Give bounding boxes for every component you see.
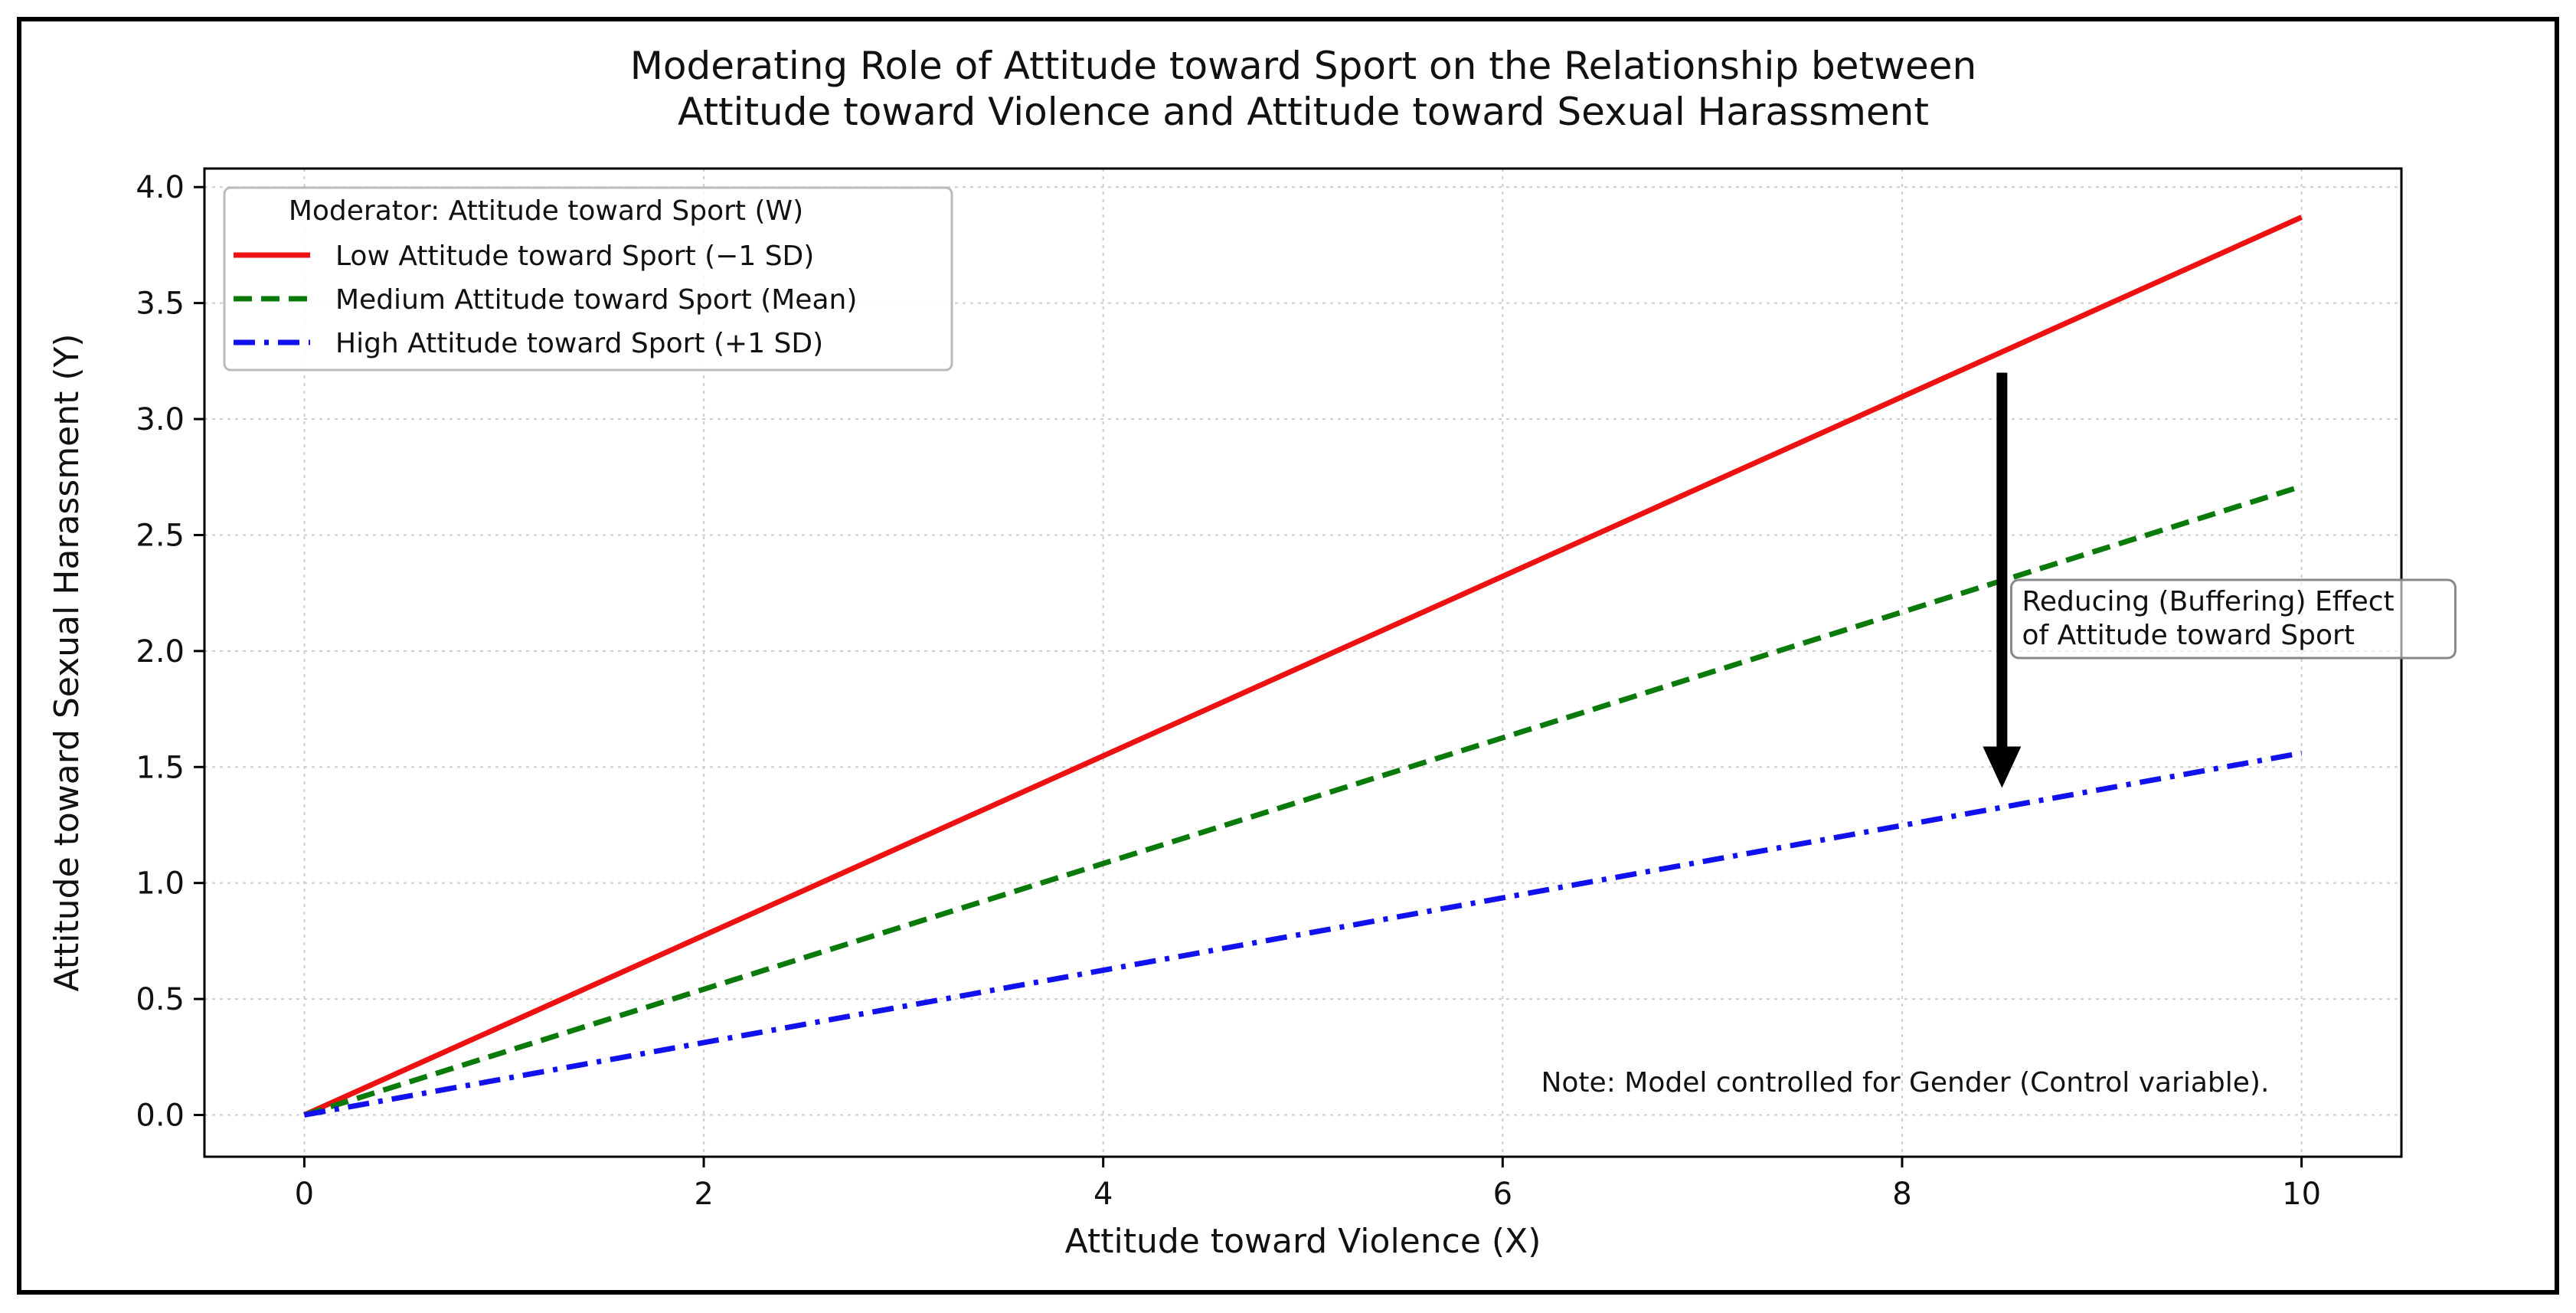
legend-label-0: Low Attitude toward Sport (−1 SD) bbox=[335, 241, 814, 272]
annotation-text-line-1: Reducing (Buffering) Effect bbox=[2022, 586, 2394, 617]
y-tick-label: 2.0 bbox=[136, 634, 185, 670]
legend-entries: Low Attitude toward Sport (−1 SD) Medium … bbox=[234, 241, 857, 359]
legend: Moderator: Attitude toward Sport (W) Low… bbox=[223, 186, 953, 372]
y-tick-label: 0.0 bbox=[136, 1098, 185, 1133]
x-tick-label: 0 bbox=[295, 1177, 314, 1212]
legend-label-1: Medium Attitude toward Sport (Mean) bbox=[335, 284, 857, 316]
y-axis-label: Attitude toward Sexual Harassment (Y) bbox=[47, 333, 87, 991]
x-tick-label: 6 bbox=[1493, 1177, 1512, 1212]
note-text: Note: Model controlled for Gender (Contr… bbox=[1541, 1067, 2269, 1099]
chart-title-line-2: Attitude toward Violence and Attitude to… bbox=[678, 90, 1929, 134]
x-tick-label: 8 bbox=[1892, 1177, 1911, 1212]
annotation-text-line-2: of Attitude toward Sport bbox=[2022, 620, 2355, 651]
y-tick-label: 4.0 bbox=[136, 170, 185, 205]
annotation-box bbox=[2009, 578, 2457, 660]
figure-border bbox=[17, 17, 2559, 1295]
annotation: Reducing (Buffering) Effect of Attitude … bbox=[1983, 372, 2457, 788]
x-tick-label: 2 bbox=[694, 1177, 713, 1212]
series-line-0 bbox=[302, 214, 2303, 1118]
legend-box bbox=[223, 186, 953, 372]
y-tick-label: 3.0 bbox=[136, 402, 185, 437]
y-tick-label: 1.5 bbox=[136, 750, 185, 785]
plot-frame bbox=[203, 167, 2403, 1158]
series-line-2 bbox=[303, 750, 2303, 1118]
y-tick-label: 0.5 bbox=[136, 982, 185, 1017]
legend-label-2: High Attitude toward Sport (+1 SD) bbox=[335, 328, 823, 359]
annotation-arrow-head bbox=[1983, 746, 2022, 788]
legend-title: Moderator: Attitude toward Sport (W) bbox=[289, 195, 803, 227]
x-axis-label: Attitude toward Violence (X) bbox=[1065, 1222, 1541, 1261]
chart-title-line-1: Moderating Role of Attitude toward Sport… bbox=[630, 44, 1976, 88]
x-tick-label: 10 bbox=[2282, 1177, 2321, 1212]
y-tick-label: 1.0 bbox=[136, 866, 185, 902]
x-tick-label: 4 bbox=[1093, 1177, 1113, 1212]
series-layer bbox=[302, 214, 2303, 1118]
y-tick-label: 3.5 bbox=[136, 287, 185, 322]
axis-ticks: 0 2 4 6 8 10 0.0 0.5 1.0 1.5 2.0 2.5 3.0 3.5 4.0 bbox=[136, 170, 2321, 1212]
y-tick-label: 2.5 bbox=[136, 518, 185, 553]
series-line-1 bbox=[303, 483, 2303, 1118]
